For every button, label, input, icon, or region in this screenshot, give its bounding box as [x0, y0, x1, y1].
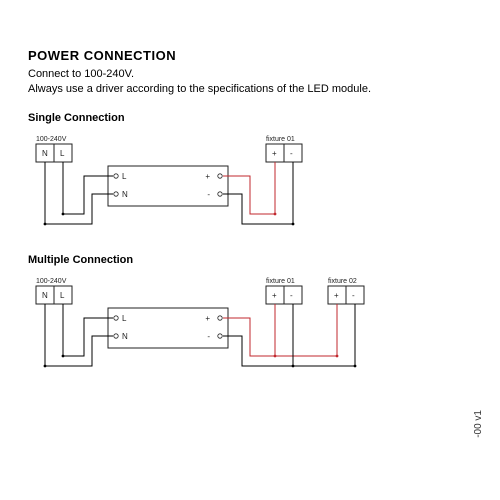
- supply-l-m: L: [60, 291, 65, 300]
- desc-line1: Connect to 100-240V.: [28, 68, 134, 80]
- single-connection-diagram: 100-240V N L L N + - fixture 01 + -: [28, 130, 468, 240]
- driver-l-m: L: [122, 314, 127, 323]
- multiple-connection-diagram: 100-240V N L L N + - fixture 01 + - fixt…: [28, 272, 468, 382]
- supply-label-m: 100-240V: [36, 278, 67, 285]
- fixture2-minus-m: -: [352, 291, 355, 300]
- fixture1-label: fixture 01: [266, 136, 295, 143]
- page-title: POWER CONNECTION: [28, 48, 472, 63]
- supply-n-m: N: [42, 291, 48, 300]
- driver-minus-m: -: [207, 332, 210, 341]
- fixture1-label-m: fixture 01: [266, 278, 295, 285]
- driver-l: L: [122, 172, 127, 181]
- fixture1-minus: -: [290, 149, 293, 158]
- fixture2-plus-m: +: [334, 291, 339, 300]
- description: Connect to 100-240V. Always use a driver…: [28, 67, 472, 98]
- fixture1-plus-m: +: [272, 291, 277, 300]
- fixture1-plus: +: [272, 149, 277, 158]
- version-label: -00 v1: [473, 410, 484, 438]
- supply-label: 100-240V: [36, 136, 67, 143]
- supply-n: N: [42, 149, 48, 158]
- fixture1-minus-m: -: [290, 291, 293, 300]
- fixture2-label-m: fixture 02: [328, 278, 357, 285]
- driver-plus: +: [205, 172, 210, 181]
- supply-l: L: [60, 149, 65, 158]
- driver-minus: -: [207, 190, 210, 199]
- single-heading: Single Connection: [28, 112, 472, 124]
- driver-n: N: [122, 190, 128, 199]
- multiple-heading: Multiple Connection: [28, 254, 472, 266]
- driver-plus-m: +: [205, 314, 210, 323]
- desc-line2: Always use a driver according to the spe…: [28, 83, 371, 95]
- driver-n-m: N: [122, 332, 128, 341]
